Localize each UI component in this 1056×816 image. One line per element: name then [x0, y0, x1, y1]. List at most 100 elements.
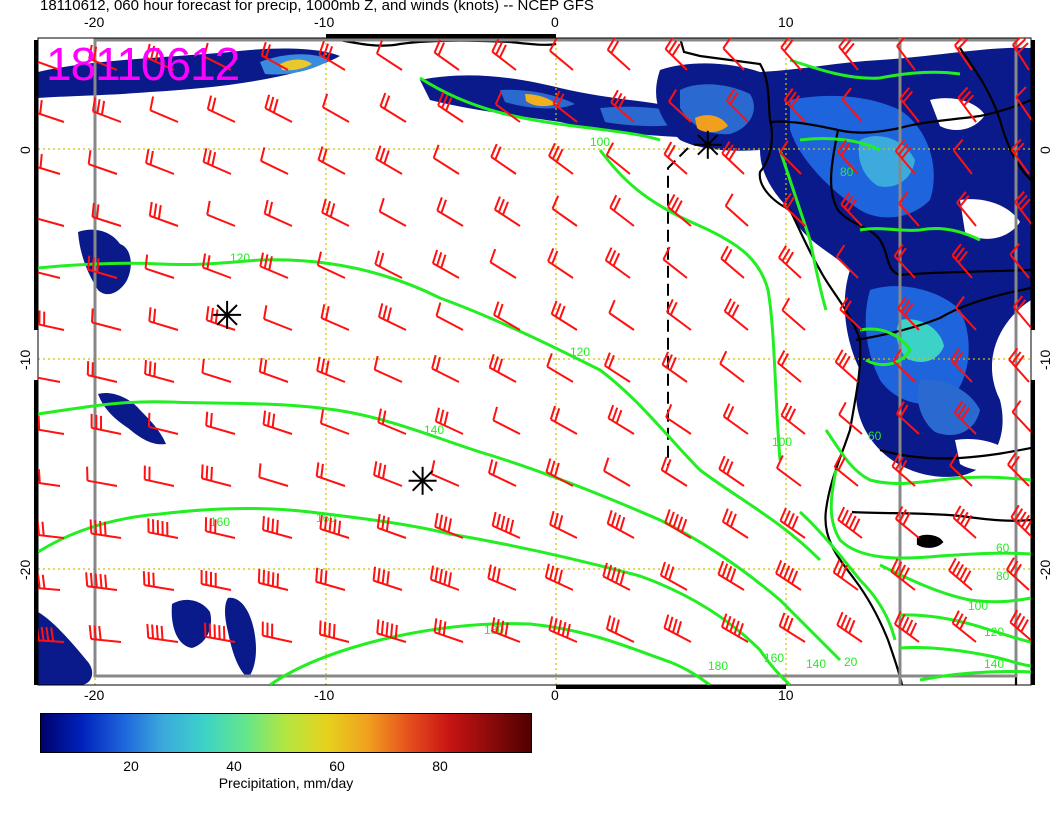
lat-tick-left: -20: [17, 560, 33, 580]
contour-label: 80: [996, 569, 1010, 583]
wind-barb: [203, 42, 232, 71]
wind-barb: [38, 574, 61, 591]
wind-barb: [206, 200, 236, 227]
lon-tick-top: 0: [551, 14, 559, 30]
wind-barb: [721, 613, 749, 643]
colorbar-label: Precipitation, mm/day: [218, 775, 354, 791]
wind-barb: [544, 563, 574, 591]
wind-barb: [38, 310, 65, 331]
wind-barb: [206, 95, 236, 123]
wind-barb: [602, 562, 631, 591]
lon-tick-bottom: 0: [551, 687, 559, 703]
wind-barb: [319, 409, 350, 435]
wind-barb: [779, 507, 806, 539]
wind-barb: [839, 296, 863, 331]
wind-barb: [548, 142, 574, 175]
contour-label: 60: [996, 541, 1010, 555]
wind-barb: [91, 202, 122, 227]
wind-barb: [606, 38, 631, 71]
wind-barb: [201, 253, 232, 279]
wind-barb: [1010, 504, 1031, 538]
wind-barb: [837, 139, 859, 175]
wind-barb: [952, 138, 973, 175]
lat-tick-left: 0: [17, 146, 33, 154]
precipitation-field: [38, 47, 1031, 685]
wind-barb: [494, 91, 521, 123]
precip-colorbar: [40, 713, 532, 753]
wind-barb: [783, 88, 806, 123]
lat-tick-left: -10: [17, 350, 33, 370]
wind-barb: [315, 567, 346, 591]
wind-barb: [259, 252, 289, 279]
wind-barb: [143, 465, 175, 487]
lat-tick-right: -10: [1037, 350, 1053, 370]
wind-barb: [550, 300, 578, 331]
wind-barb: [780, 38, 802, 71]
contour-label: 100: [968, 599, 988, 613]
wind-barb: [666, 298, 692, 331]
wind-barb: [1015, 86, 1031, 121]
contour-label: 140: [806, 657, 826, 671]
wind-barb: [665, 403, 692, 435]
wind-barb: [85, 572, 118, 591]
wind-barb: [433, 618, 464, 643]
lon-tick-top: 10: [778, 14, 794, 30]
storm-markers: [213, 130, 722, 495]
wind-barb: [431, 249, 460, 279]
wind-barb: [661, 351, 688, 383]
wind-barb: [436, 197, 464, 227]
wind-barb: [781, 297, 806, 331]
wind-barb: [779, 140, 802, 175]
wind-barb: [379, 92, 407, 123]
wind-barb: [662, 246, 688, 279]
dashed-boundary: [667, 147, 689, 465]
wind-barb: [609, 194, 635, 227]
wind-barb: [148, 307, 179, 331]
wind-barb: [262, 410, 293, 435]
wind-barb: [957, 86, 977, 123]
wind-barb: [948, 557, 973, 591]
wind-barb: [548, 616, 578, 643]
wind-barb: [1009, 609, 1031, 642]
wind-barb: [260, 41, 289, 71]
wind-barb: [264, 94, 293, 123]
wind-barb: [319, 514, 350, 539]
wind-barb: [780, 402, 806, 435]
wind-barb: [546, 353, 574, 383]
wind-barb: [778, 245, 802, 279]
wind-barb: [315, 462, 346, 487]
wind-barb: [1011, 38, 1030, 71]
wind-barb: [722, 38, 745, 71]
wind-barb: [431, 354, 460, 383]
storm-marker-icon: [408, 466, 437, 495]
wind-barb: [610, 89, 635, 123]
wind-barb: [837, 506, 863, 539]
wind-barb: [38, 217, 65, 227]
wind-barb: [88, 624, 122, 643]
wind-barb: [260, 147, 289, 175]
axis-labels: -20 -10 0 10 -20 -10 0 10 0 -10 -20 0 -1…: [17, 14, 1053, 703]
wind-barb: [545, 458, 574, 487]
wind-barb: [261, 621, 293, 643]
geopotential-contours: [38, 58, 1031, 685]
wind-barb: [718, 455, 745, 487]
wind-barb: [377, 408, 407, 435]
wind-barb: [200, 569, 232, 591]
wind-barb: [722, 403, 749, 435]
wind-barb: [899, 87, 920, 123]
wind-barb: [145, 43, 175, 71]
contour-label: 100: [590, 135, 610, 149]
wind-barb: [607, 404, 635, 435]
wind-barb: [144, 254, 175, 279]
wind-barb: [147, 518, 179, 539]
wind-barb: [437, 91, 464, 123]
wind-barb: [606, 509, 635, 539]
wind-barb: [90, 308, 122, 331]
wind-barb: [38, 271, 61, 279]
wind-barb: [38, 626, 65, 643]
wind-barb: [90, 413, 122, 435]
wind-barb: [258, 357, 289, 383]
wind-barb: [778, 612, 806, 643]
wind-barb: [376, 513, 407, 539]
wind-barb: [547, 247, 574, 279]
